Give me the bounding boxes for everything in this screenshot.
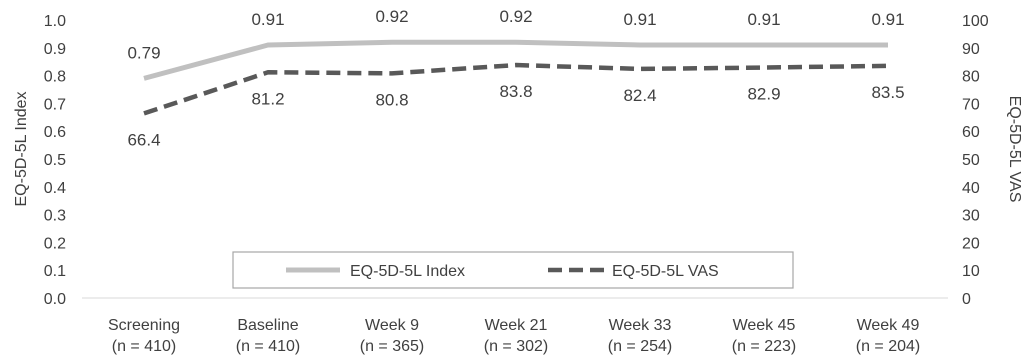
- category-sample-size: (n = 302): [484, 338, 548, 355]
- category-sample-size: (n = 410): [112, 338, 176, 355]
- right-tick-label: 40: [962, 180, 980, 197]
- vas-series-line: [143, 62, 889, 116]
- left-tick-label: 0.7: [44, 96, 66, 113]
- left-tick-label: 0.8: [44, 69, 66, 86]
- right-tick-label: 60: [962, 124, 980, 141]
- category-sample-size: (n = 223): [732, 338, 796, 355]
- right-tick-label: 70: [962, 96, 980, 113]
- vas-data-label: 82.9: [747, 85, 780, 104]
- left-tick-label: 0.0: [44, 291, 66, 308]
- data-labels: 0.79 0.91 0.92 0.92 0.91 0.91 0.91 66.4 81.2 80.8…: [127, 7, 904, 149]
- index-data-label: 0.91: [623, 10, 656, 29]
- category-label: Week 9: [365, 317, 419, 334]
- left-tick-label: 0.2: [44, 235, 66, 252]
- index-data-label: 0.91: [747, 10, 780, 29]
- vas-data-label: 82.4: [623, 86, 656, 105]
- vas-data-label: 80.8: [375, 90, 408, 109]
- right-tick-label: 10: [962, 263, 980, 280]
- category-sample-size: (n = 254): [608, 338, 672, 355]
- index-data-label: 0.92: [375, 7, 408, 26]
- left-tick-label: 0.9: [44, 41, 66, 58]
- left-axis-title: EQ-5D-5L Index: [13, 91, 30, 206]
- right-axis-title: EQ-5D-5L VAS: [1006, 96, 1022, 203]
- index-series-line: [143, 39, 888, 81]
- left-tick-label: 0.4: [44, 180, 66, 197]
- right-tick-label: 30: [962, 208, 980, 225]
- category-label: Week 21: [485, 317, 548, 334]
- index-data-label: 0.91: [251, 10, 284, 29]
- legend-index-label: EQ-5D-5L Index: [350, 263, 465, 280]
- vas-data-label: 83.8: [499, 82, 532, 101]
- index-data-label: 0.92: [499, 7, 532, 26]
- series-layer: [143, 39, 889, 116]
- right-axis-ticks: 0 10 20 30 40 50 60 70 80 90 100: [962, 13, 989, 308]
- index-data-label: 0.91: [871, 10, 904, 29]
- left-axis-ticks: 0.0 0.1 0.2 0.3 0.4 0.5 0.6 0.7 0.8 0.9 1.0: [44, 13, 66, 308]
- right-tick-label: 100: [962, 13, 989, 30]
- category-label: Screening: [108, 317, 180, 334]
- left-tick-label: 0.5: [44, 152, 66, 169]
- right-tick-label: 80: [962, 69, 980, 86]
- category-label: Week 33: [609, 317, 672, 334]
- right-tick-label: 90: [962, 41, 980, 58]
- left-tick-label: 0.3: [44, 208, 66, 225]
- left-tick-label: 0.6: [44, 124, 66, 141]
- category-sample-size: (n = 410): [236, 338, 300, 355]
- category-label: Week 45: [733, 317, 796, 334]
- legend: EQ-5D-5L Index EQ-5D-5L VAS: [232, 251, 794, 289]
- left-tick-label: 1.0: [44, 13, 66, 30]
- vas-data-label: 66.4: [127, 130, 160, 149]
- vas-data-label: 81.2: [251, 89, 284, 108]
- legend-vas-label: EQ-5D-5L VAS: [612, 263, 719, 280]
- right-tick-label: 0: [962, 291, 971, 308]
- category-sample-size: (n = 365): [360, 338, 424, 355]
- category-label: Week 49: [857, 317, 920, 334]
- vas-data-label: 83.5: [871, 83, 904, 102]
- category-sample-size: (n = 204): [856, 338, 920, 355]
- right-tick-label: 50: [962, 152, 980, 169]
- index-data-label: 0.79: [127, 43, 160, 62]
- category-label: Baseline: [237, 317, 298, 334]
- category-labels: Screening (n = 410) Baseline (n = 410) Week …: [108, 317, 920, 355]
- left-tick-label: 0.1: [44, 263, 66, 280]
- right-tick-label: 20: [962, 235, 980, 252]
